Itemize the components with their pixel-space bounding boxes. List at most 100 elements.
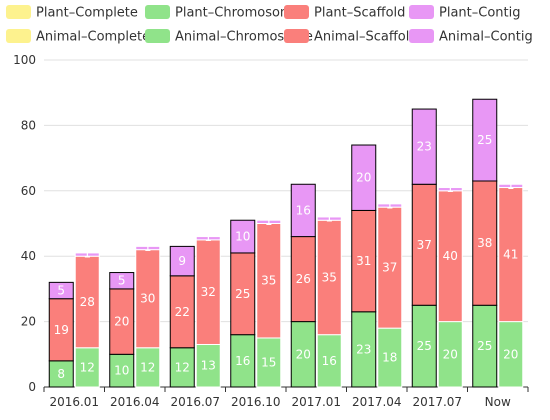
bar-label-plant-contig-2016-07: 9 [178,254,186,268]
bar-label-plant-chromosome-2017-01: 20 [296,347,311,361]
legend-item-animal-scaffold: Animal–Scaffold [284,29,418,45]
x-tick-label-2016-07: 2016.07 [170,395,220,409]
bar-plant-chromosome-2016-01 [48,360,74,388]
bar-label-plant-scaffold-2016-07: 22 [175,305,190,319]
legend-swatch-plant-complete [6,5,31,19]
bar-plant-scaffold-2016-01 [48,298,74,362]
bar-animal-scaffold-2016-01 [74,255,100,349]
bar-plant-scaffold-2017-07 [411,183,437,306]
bar-plant-chromosome-now [472,304,498,388]
stack-animal-2016-10 [256,219,282,388]
stack-plant-2016-01 [48,281,74,388]
bar-label-plant-contig-2017-01: 16 [296,203,311,217]
bar-animal-scaffold-2016-10 [256,223,282,339]
bar-plant-contig-2017-01 [290,183,316,238]
bar-label-animal-chromosome-2017-04: 18 [382,351,397,365]
legend-label-plant-scaffold: Plant–Scaffold [314,6,405,21]
bar-plant-chromosome-2017-04 [351,311,377,388]
x-tick-label-2017-01: 2017.01 [291,395,341,409]
stack-plant-2017-04 [351,144,377,388]
y-axis: 0 20 40 60 80 100 [13,53,36,394]
bar-label-animal-scaffold-2017-01: 35 [322,270,337,284]
stack-animal-2017-04 [377,203,403,388]
legend-swatch-animal-chromosome [145,29,170,43]
bar-plant-contig-2016-04 [109,272,135,290]
bar-animal-chromosome-2017-01 [316,334,342,388]
x-tick-label-2017-07: 2017.07 [412,395,462,409]
legend-swatch-plant-scaffold [284,5,309,19]
legend-item-plant-chromosome: Plant–Chromosome [145,5,301,21]
bar-label-plant-chromosome-now: 25 [477,339,492,353]
bar-label-animal-contig-2016-10: 1 [265,214,273,228]
y-tick-label-40: 40 [21,249,36,263]
bar-label-plant-scaffold-2016-10: 25 [235,287,250,301]
stack-animal-now [498,183,524,388]
bar-plant-chromosome-2016-04 [109,353,135,388]
stack-plant-2016-04 [109,272,135,388]
legend-label-animal-contig: Animal–Contig [439,30,533,45]
bar-plant-scaffold-2016-10 [230,252,256,336]
legend-item-animal-complete: Animal–Complete [6,29,150,45]
legend: Plant–Complete Plant–Chromosome Plant–Scaf… [6,5,533,45]
x-tick-label-now: Now [485,395,511,409]
legend-label-animal-scaffold: Animal–Scaffold [314,30,418,45]
bar-animal-contig-2017-07 [437,187,463,192]
bar-label-animal-chromosome-now: 20 [503,347,518,361]
legend-swatch-plant-chromosome [145,5,170,19]
bar-label-plant-scaffold-2017-04: 31 [356,254,371,268]
legend-swatch-animal-scaffold [284,29,309,43]
bar-animal-chromosome-2016-01 [74,347,100,388]
stack-animal-2017-07 [437,187,463,388]
bar-label-animal-contig-2016-07: 1 [204,230,212,244]
bar-label-animal-chromosome-2016-10: 15 [261,355,276,369]
bar-animal-scaffold-now [498,187,524,323]
bar-label-plant-scaffold-2017-01: 26 [296,272,311,286]
bar-animal-contig-2017-01 [316,216,342,221]
bar-plant-scaffold-now [472,180,498,306]
bar-plant-scaffold-2017-01 [290,236,316,323]
bar-plant-chromosome-2016-10 [230,334,256,388]
bar-plant-chromosome-2016-07 [169,347,195,388]
stack-plant-2016-07 [169,245,195,388]
bar-plant-contig-2016-10 [230,219,256,254]
bar-plant-chromosome-2017-07 [411,304,437,388]
bar-label-plant-contig-2016-01: 5 [57,284,65,298]
bar-animal-chromosome-2016-10 [256,337,282,388]
bar-plant-scaffold-2016-07 [169,275,195,349]
x-tick-label-2016-04: 2016.04 [110,395,160,409]
x-tick-label-2016-01: 2016.01 [49,395,99,409]
legend-swatch-animal-contig [409,29,434,43]
bar-animal-contig-now [498,183,524,189]
bar-label-animal-chromosome-2017-01: 16 [322,354,337,368]
legend-swatch-plant-contig [409,5,434,19]
bar-plant-contig-2016-07 [169,245,195,277]
stack-animal-2016-04 [135,245,161,388]
bar-label-animal-chromosome-2017-07: 20 [443,347,458,361]
bar-label-animal-scaffold-now: 41 [503,248,518,262]
bar-label-plant-contig-now: 25 [477,133,492,147]
legend-item-plant-contig: Plant–Contig [409,5,521,21]
bar-label-plant-scaffold-now: 38 [477,236,492,250]
bar-plant-chromosome-2017-01 [290,321,316,388]
bar-animal-scaffold-2017-04 [377,206,403,329]
bar-plant-contig-2017-07 [411,108,437,185]
legend-label-plant-contig: Plant–Contig [439,6,521,21]
bar-label-plant-chromosome-2016-10: 16 [235,354,250,368]
legend-item-animal-chromosome: Animal–Chromosome [145,29,313,45]
bar-animal-chromosome-2016-04 [135,347,161,388]
bar-label-animal-contig-2017-01: 1 [325,211,333,225]
legend-item-plant-scaffold: Plant–Scaffold [284,5,405,21]
stack-animal-2017-01 [316,216,342,388]
bar-label-plant-scaffold-2016-04: 20 [114,315,129,329]
bar-label-animal-chromosome-2016-01: 12 [80,360,95,374]
y-tick-label-20: 20 [21,315,36,329]
bar-label-plant-chromosome-2016-07: 12 [175,360,190,374]
bar-label-animal-chromosome-2016-07: 13 [201,359,216,373]
bar-label-plant-contig-2017-07: 23 [417,140,432,154]
bar-label-plant-chromosome-2016-04: 10 [114,364,129,378]
bar-label-plant-contig-2017-04: 20 [356,171,371,185]
bar-plant-scaffold-2016-04 [109,288,135,355]
bar-label-plant-scaffold-2017-07: 37 [417,238,432,252]
